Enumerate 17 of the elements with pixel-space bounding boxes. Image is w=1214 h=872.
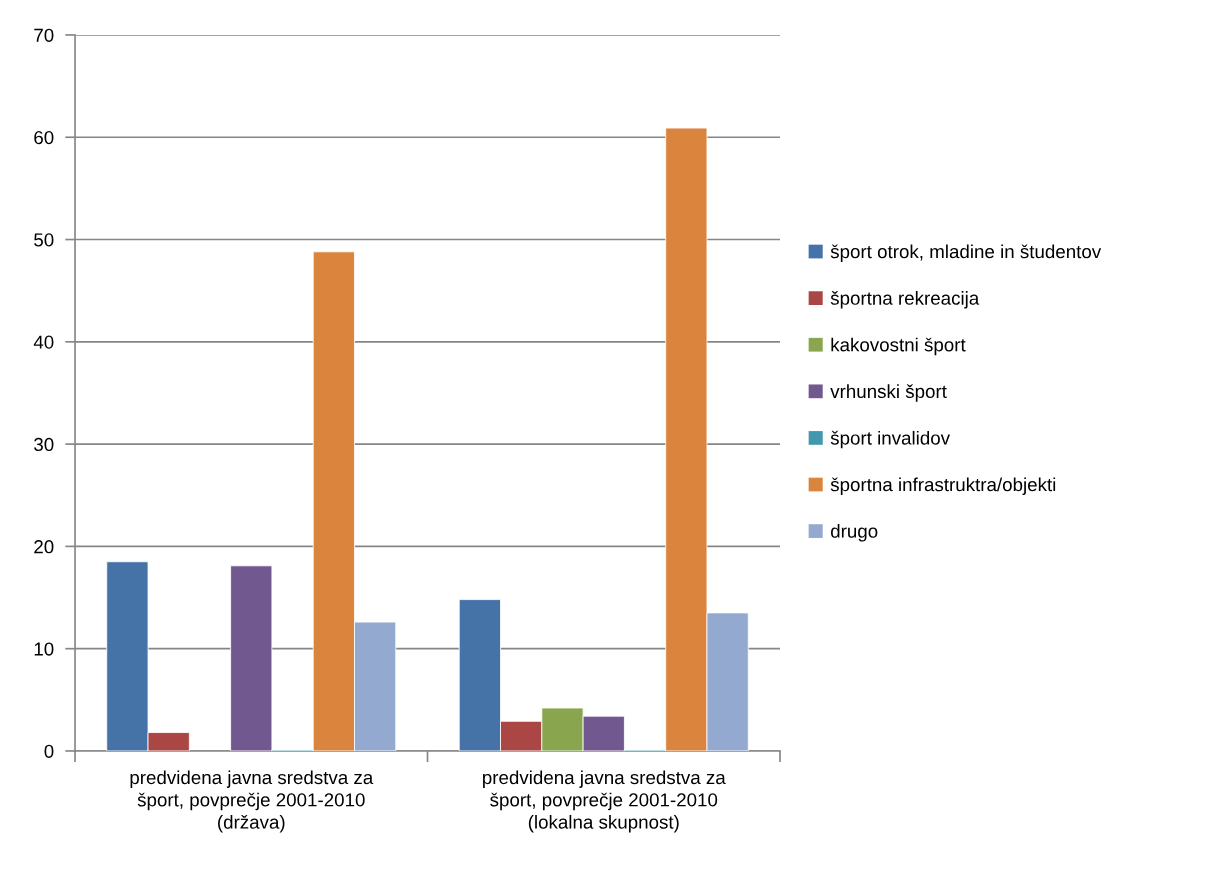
y-tick-label: 30 — [34, 437, 54, 452]
legend-label: kakovostni šport — [831, 337, 966, 356]
y-tick-label: 0 — [44, 744, 54, 758]
legend-label: vrhunski šport — [830, 384, 947, 402]
x-tick-label: predvidena javna sredstva za šport, povprečje 2001-2010 (država) — [130, 770, 374, 833]
y-tick-label: 60 — [34, 130, 54, 145]
x-tick-label: predvidena javna sredstva za šport, povprečje 2001-2010 (lokalna skupnost) — [483, 770, 726, 833]
legend-label: drugo — [830, 524, 878, 542]
y-tick-label: 50 — [34, 233, 54, 247]
legend-label: šport invalidov — [830, 430, 950, 449]
y-tick-label: 10 — [34, 642, 54, 656]
legend-label: šport otrok, mladine in študentov — [830, 244, 1102, 262]
legend-label: športna rekreacija — [830, 291, 980, 309]
y-tick-label: 20 — [34, 540, 54, 554]
y-tick-label: 40 — [33, 335, 54, 349]
legend-label: športna infrastruktra/objekti — [830, 477, 1056, 495]
y-tick-label: 70 — [34, 28, 54, 42]
